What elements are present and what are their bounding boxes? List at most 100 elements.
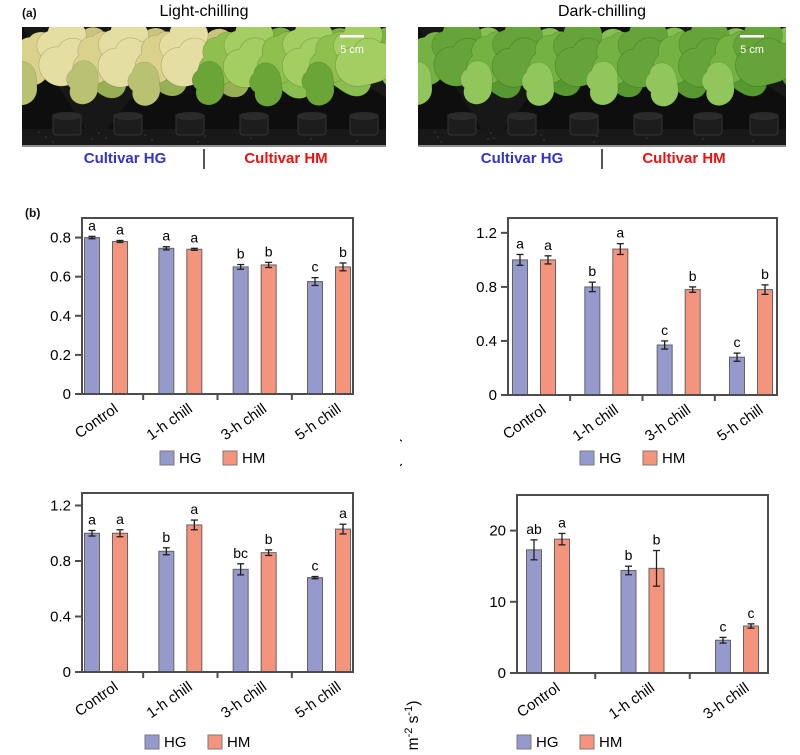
svg-text:0: 0: [63, 386, 71, 403]
svg-text:Control: Control: [500, 401, 549, 443]
svg-text:a: a: [116, 221, 124, 237]
svg-text:0.4: 0.4: [50, 608, 71, 625]
chart-legend: HG HM: [159, 450, 265, 467]
svg-text:3-h chill: 3-h chill: [642, 401, 694, 445]
dark-chilling-title: Dark-chilling: [557, 3, 647, 20]
svg-text:0.8: 0.8: [50, 230, 71, 247]
svg-text:5-h chill: 5-h chill: [714, 401, 766, 445]
svg-text:a: a: [516, 235, 524, 251]
svg-text:b: b: [653, 532, 661, 548]
chart-legend: HG HM: [144, 734, 250, 751]
svg-text:b: b: [162, 529, 170, 545]
svg-text:a: a: [544, 237, 552, 253]
light-chilling-cultivar-row: Cultivar HG Cultivar HM: [22, 147, 386, 171]
scale-bar: [740, 35, 764, 38]
light-chilling-photo: 5 cm: [4, 19, 424, 147]
cultivar-divider: [203, 149, 205, 169]
svg-text:b: b: [339, 244, 347, 260]
svg-text:a: a: [616, 225, 624, 241]
svg-text:HM: HM: [599, 734, 622, 751]
chart-fvfm: 0 0.2 0.4 0.6 0.8 a a b c a a b b Control 1-h chill 3-h…: [0, 195, 400, 485]
svg-text:a: a: [116, 511, 124, 527]
svg-text:a: a: [558, 514, 566, 530]
cultivar-hg-label: Cultivar HG: [83, 150, 167, 167]
dark-chilling-cultivar-row: Cultivar HG Cultivar HM: [418, 147, 786, 171]
dark-chilling-photo: 5 cm: [399, 19, 800, 147]
svg-text:b: b: [689, 268, 697, 284]
svg-text:c: c: [734, 334, 741, 350]
svg-text:HG: HG: [599, 450, 622, 467]
cultivar-divider: [601, 149, 603, 169]
svg-text:HM: HM: [227, 734, 250, 751]
svg-text:0.6: 0.6: [50, 269, 71, 286]
svg-text:0.8: 0.8: [50, 553, 71, 570]
svg-text:1-h chill: 1-h chill: [570, 401, 622, 445]
chart-svg: 0 0.2 0.4 0.6 0.8 a a b c a a b b Control 1-h chill 3-h…: [50, 217, 354, 467]
svg-text:10: 10: [489, 594, 506, 611]
svg-text:1.2: 1.2: [50, 497, 71, 514]
chart-legend: HG HM: [516, 734, 622, 751]
svg-text:a: a: [190, 501, 198, 517]
svg-text:HM: HM: [662, 450, 685, 467]
cultivar-hm-label: Cultivar HM: [642, 150, 726, 167]
chart-maximum-fd-signals: 0 0.4 0.8 1.2 a b bc c a a b a Control 1-h chill 3-h c…: [0, 470, 400, 755]
svg-text:c: c: [748, 605, 755, 621]
svg-text:(μmol CO2 m-2 s-1): (μmol CO2 m-2 s-1): [403, 701, 425, 755]
svg-text:1.2: 1.2: [476, 225, 497, 242]
svg-text:0: 0: [63, 664, 71, 681]
svg-text:a: a: [190, 229, 198, 245]
svg-text:3-h chill: 3-h chill: [700, 679, 752, 723]
scale-bar: [340, 35, 364, 38]
svg-text:1-h chill: 1-h chill: [144, 678, 196, 722]
svg-text:b: b: [625, 547, 633, 563]
svg-text:c: c: [661, 322, 668, 338]
svg-text:b: b: [237, 246, 245, 262]
svg-text:1-h chill: 1-h chill: [144, 400, 196, 444]
scale-bar-label: 5 cm: [340, 44, 364, 56]
svg-text:0: 0: [489, 387, 497, 404]
svg-text:b: b: [588, 263, 596, 279]
svg-text:0: 0: [498, 665, 506, 682]
svg-text:a: a: [88, 217, 96, 233]
svg-text:3-h chill: 3-h chill: [218, 400, 270, 444]
svg-text:5-h chill: 5-h chill: [292, 678, 344, 722]
light-chilling-block: Light-chilling 5 cm Cultivar HG Cultivar…: [4, 2, 424, 171]
svg-text:c: c: [720, 618, 727, 634]
svg-text:b: b: [265, 243, 273, 259]
svg-text:a: a: [162, 228, 170, 244]
svg-text:c: c: [312, 558, 319, 574]
svg-text:Control: Control: [514, 679, 563, 721]
chart-photoactive-p700: 0 0.4 0.8 1.2 a b c c a a b b Control 1-h chill 3-h ch…: [340, 195, 800, 509]
svg-text:c: c: [312, 259, 319, 275]
chart-svg: 0 0.4 0.8 1.2 a b c c a a b b Control 1-h chill 3-h ch…: [340, 217, 778, 509]
svg-text:HG: HG: [179, 450, 202, 467]
svg-text:0.4: 0.4: [50, 308, 71, 325]
svg-text:3-h chill: 3-h chill: [218, 678, 270, 722]
dark-chilling-block: Dark-chilling 5 cm Cultivar HG Cultivar …: [399, 2, 800, 171]
svg-text:5-h chill: 5-h chill: [292, 400, 344, 444]
svg-text:a: a: [339, 505, 347, 521]
svg-text:HG: HG: [164, 734, 187, 751]
svg-text:a: a: [88, 511, 96, 527]
svg-text:Control: Control: [72, 400, 121, 442]
cultivar-hg-label: Cultivar HG: [480, 150, 564, 167]
svg-text:HG: HG: [536, 734, 559, 751]
panel-b-label: (b): [25, 206, 41, 220]
chart-legend: HG HM: [579, 450, 685, 467]
panel-a-label: (a): [22, 6, 37, 20]
svg-text:Control: Control: [72, 678, 121, 720]
scale-bar-label: 5 cm: [740, 44, 764, 56]
svg-text:b: b: [265, 531, 273, 547]
svg-text:0.2: 0.2: [50, 347, 71, 364]
cultivar-hm-label: Cultivar HM: [244, 150, 328, 167]
svg-text:20: 20: [489, 523, 506, 540]
svg-text:0.4: 0.4: [476, 333, 497, 350]
svg-text:0.8: 0.8: [476, 279, 497, 296]
svg-text:ab: ab: [526, 521, 542, 537]
light-chilling-photo-svg: 5 cm: [4, 19, 424, 145]
svg-text:bc: bc: [233, 545, 248, 561]
svg-text:1-h chill: 1-h chill: [606, 679, 658, 723]
